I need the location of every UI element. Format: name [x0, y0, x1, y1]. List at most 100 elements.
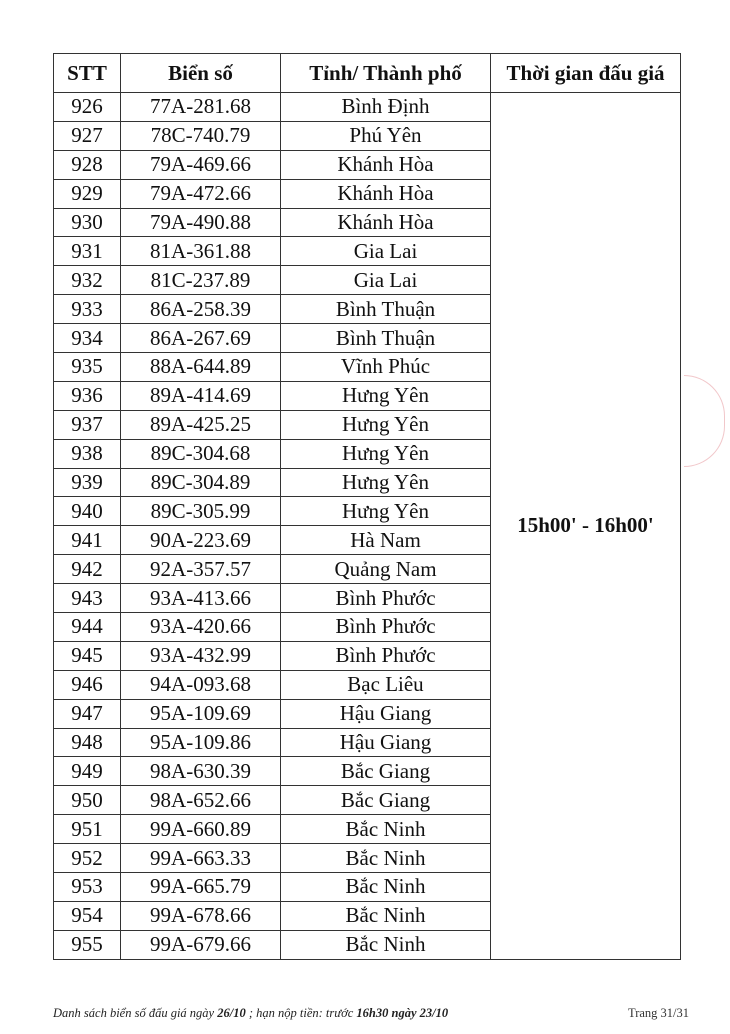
- cell-province: Bắc Giang: [280, 756, 491, 787]
- cell-plate: 99A-663.33: [120, 843, 281, 874]
- table-row: 930 79A-490.88 Khánh Hòa: [53, 207, 681, 238]
- table-row: 935 88A-644.89 Vĩnh Phúc: [53, 352, 681, 382]
- table-row: 955 99A-679.66 Bắc Ninh: [53, 929, 681, 960]
- cell-plate: 93A-420.66: [120, 612, 281, 642]
- cell-province: Bình Thuận: [280, 294, 491, 325]
- cell-province: Vĩnh Phúc: [280, 352, 491, 382]
- cell-stt: 942: [53, 554, 121, 585]
- footer-date: 26/10: [217, 1006, 246, 1020]
- cell-stt: 946: [53, 669, 121, 700]
- cell-stt: 933: [53, 294, 121, 325]
- cell-plate: 86A-258.39: [120, 294, 281, 325]
- cell-province: Bình Định: [280, 92, 491, 122]
- cell-plate: 95A-109.69: [120, 698, 281, 729]
- cell-stt: 928: [53, 149, 121, 180]
- table-row: 946 94A-093.68 Bạc Liêu: [53, 669, 681, 700]
- cell-plate: 93A-432.99: [120, 640, 281, 671]
- table-row: 953 99A-665.79 Bắc Ninh: [53, 872, 681, 902]
- table-row: 949 98A-630.39 Bắc Giang: [53, 756, 681, 787]
- footer-note: Danh sách biển số đấu giá ngày 26/10 ; h…: [53, 1006, 448, 1021]
- cell-plate: 81A-361.88: [120, 236, 281, 267]
- header-plate: Biển số: [120, 53, 281, 93]
- cell-plate: 95A-109.86: [120, 727, 281, 758]
- cell-stt: 930: [53, 207, 121, 238]
- cell-stt: 952: [53, 843, 121, 874]
- cell-province: Khánh Hòa: [280, 207, 491, 238]
- cell-province: Bắc Ninh: [280, 872, 491, 902]
- table-row: 954 99A-678.66 Bắc Ninh: [53, 900, 681, 931]
- table-row: 926 77A-281.68 Bình Định 15h00' - 16h00': [53, 92, 681, 960]
- cell-plate: 98A-652.66: [120, 785, 281, 816]
- cell-plate: 92A-357.57: [120, 554, 281, 585]
- table-row: 927 78C-740.79 Phú Yên: [53, 120, 681, 151]
- cell-plate: 88A-644.89: [120, 352, 281, 382]
- cell-plate: 93A-413.66: [120, 583, 281, 614]
- cell-stt: 935: [53, 352, 121, 382]
- cell-stt: 947: [53, 698, 121, 729]
- cell-plate: 89C-305.99: [120, 496, 281, 527]
- table-row: 948 95A-109.86 Hậu Giang: [53, 727, 681, 758]
- table-header-row: STT Biển số Tỉnh/ Thành phố Thời gian đấ…: [53, 53, 681, 93]
- cell-plate: 90A-223.69: [120, 525, 281, 556]
- cell-stt: 941: [53, 525, 121, 556]
- table-row: 942 92A-357.57 Quảng Nam: [53, 554, 681, 585]
- cell-stt: 949: [53, 756, 121, 787]
- table-row: 932 81C-237.89 Gia Lai: [53, 265, 681, 296]
- cell-plate: 89C-304.89: [120, 467, 281, 498]
- cell-plate: 81C-237.89: [120, 265, 281, 296]
- cell-stt: 953: [53, 872, 121, 902]
- cell-plate: 79A-490.88: [120, 207, 281, 238]
- header-province: Tỉnh/ Thành phố: [280, 53, 491, 93]
- cell-province: Bắc Giang: [280, 785, 491, 816]
- table-row: 931 81A-361.88 Gia Lai: [53, 236, 681, 267]
- cell-province: Hưng Yên: [280, 409, 491, 440]
- cell-province: Hưng Yên: [280, 438, 491, 469]
- header-auction-time: Thời gian đấu giá: [490, 53, 681, 93]
- cell-province: Bạc Liêu: [280, 669, 491, 700]
- cell-plate: 79A-469.66: [120, 149, 281, 180]
- cell-province: Khánh Hòa: [280, 178, 491, 209]
- cell-province: Quảng Nam: [280, 554, 491, 585]
- cell-province: Bắc Ninh: [280, 843, 491, 874]
- cell-stt: 936: [53, 380, 121, 411]
- cell-province: Hưng Yên: [280, 380, 491, 411]
- cell-plate: 99A-665.79: [120, 872, 281, 902]
- footer-text: Danh sách biển số đấu giá ngày: [53, 1006, 218, 1020]
- table-row: 947 95A-109.69 Hậu Giang: [53, 698, 681, 729]
- cell-stt: 939: [53, 467, 121, 498]
- cell-stt: 931: [53, 236, 121, 267]
- cell-plate: 99A-679.66: [120, 929, 281, 960]
- cell-province: Bắc Ninh: [280, 929, 491, 960]
- cell-plate: 89C-304.68: [120, 438, 281, 469]
- footer-text: ; hạn nộp tiền: trước: [245, 1006, 357, 1020]
- cell-province: Hậu Giang: [280, 727, 491, 758]
- table-row: 934 86A-267.69 Bình Thuận: [53, 323, 681, 354]
- cell-stt: 955: [53, 929, 121, 960]
- cell-province: Bình Thuận: [280, 323, 491, 354]
- cell-stt: 954: [53, 900, 121, 931]
- table-row: 945 93A-432.99 Bình Phước: [53, 640, 681, 671]
- cell-plate: 99A-660.89: [120, 814, 281, 845]
- cell-plate: 79A-472.66: [120, 178, 281, 209]
- cell-province: Bắc Ninh: [280, 900, 491, 931]
- cell-province: Bình Phước: [280, 612, 491, 642]
- cell-plate: 94A-093.68: [120, 669, 281, 700]
- cell-province: Bình Phước: [280, 640, 491, 671]
- cell-plate: 98A-630.39: [120, 756, 281, 787]
- cell-stt: 938: [53, 438, 121, 469]
- cell-province: Hưng Yên: [280, 467, 491, 498]
- cell-stt: 948: [53, 727, 121, 758]
- cell-plate: 77A-281.68: [120, 92, 281, 122]
- footer-deadline: 16h30 ngày 23/10: [356, 1006, 449, 1020]
- table-row: 941 90A-223.69 Hà Nam: [53, 525, 681, 556]
- cell-plate: 78C-740.79: [120, 120, 281, 151]
- cell-stt: 926: [53, 92, 121, 122]
- cell-stt: 927: [53, 120, 121, 151]
- cell-province: Hà Nam: [280, 525, 491, 556]
- cell-province: Hậu Giang: [280, 698, 491, 729]
- page-number: Trang 31/31: [628, 1006, 690, 1020]
- table-row: 951 99A-660.89 Bắc Ninh: [53, 814, 681, 845]
- cell-stt: 945: [53, 640, 121, 671]
- cell-stt: 934: [53, 323, 121, 354]
- cell-plate: 89A-425.25: [120, 409, 281, 440]
